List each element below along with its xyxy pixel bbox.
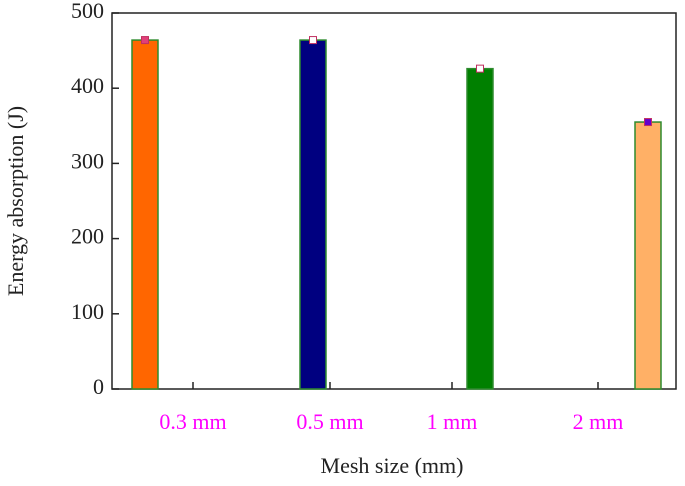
x-axis-label: Mesh size (mm) bbox=[321, 453, 464, 478]
y-axis-label: Energy absorption (J) bbox=[3, 106, 28, 296]
bar bbox=[299, 39, 327, 390]
x-tick-label: 0.5 mm bbox=[296, 409, 363, 434]
bar-marker bbox=[644, 118, 652, 127]
bar bbox=[634, 121, 662, 390]
bar-marker bbox=[141, 36, 149, 45]
y-tick-label: 500 bbox=[71, 0, 104, 23]
bar-marker bbox=[476, 64, 484, 73]
plot-frame bbox=[111, 12, 677, 390]
x-tick-label: 1 mm bbox=[427, 409, 478, 434]
bar bbox=[466, 67, 494, 390]
y-tick-label: 0 bbox=[93, 374, 104, 399]
y-tick-label: 400 bbox=[71, 73, 104, 98]
y-tick-label: 300 bbox=[71, 148, 104, 173]
x-tick-label: 0.3 mm bbox=[159, 409, 226, 434]
y-tick-label: 200 bbox=[71, 224, 104, 249]
y-tick-label: 100 bbox=[71, 299, 104, 324]
bar-marker bbox=[309, 36, 317, 45]
bar bbox=[131, 39, 159, 390]
x-tick-label: 2 mm bbox=[573, 409, 624, 434]
